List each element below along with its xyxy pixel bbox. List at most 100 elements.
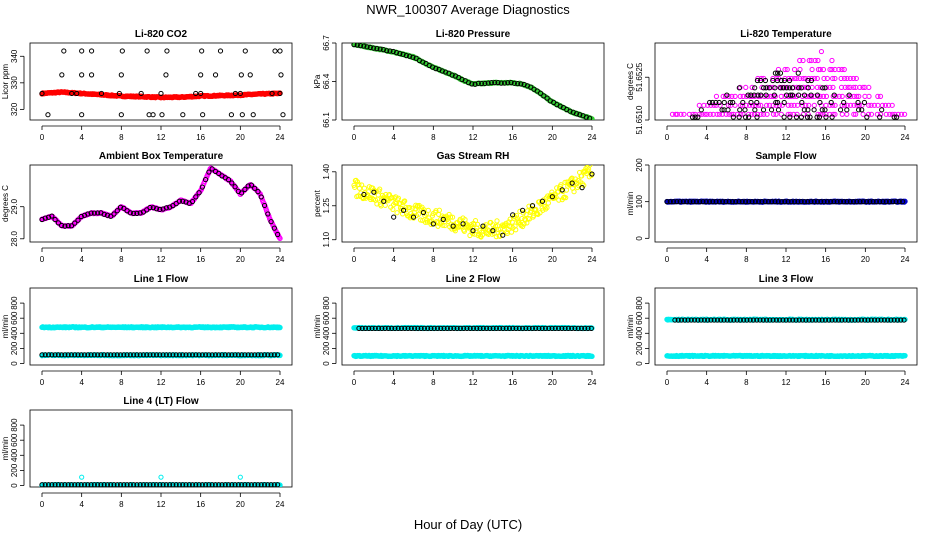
y-axis-label: ml/min xyxy=(313,315,322,339)
x-tick-label: 12 xyxy=(157,133,166,142)
y-tick-label: 1.25 xyxy=(322,197,331,213)
data-point xyxy=(351,43,357,48)
plot-frame xyxy=(341,164,605,243)
data-point xyxy=(691,317,698,323)
data-point xyxy=(573,111,580,117)
x-tick-label: 8 xyxy=(119,500,124,509)
data-point xyxy=(62,352,68,358)
data-point xyxy=(91,210,97,216)
data-point xyxy=(797,75,803,82)
data-point xyxy=(367,44,373,51)
data-point xyxy=(79,72,85,78)
x-tick-label: 4 xyxy=(704,255,709,264)
data-point xyxy=(762,77,769,84)
y-axis-label: ml/min xyxy=(626,315,635,339)
x-tick-label: 8 xyxy=(431,133,436,142)
data-point xyxy=(758,92,764,98)
x-tick-label: 12 xyxy=(469,133,478,142)
data-point xyxy=(261,202,268,209)
data-point xyxy=(750,317,757,323)
data-point xyxy=(737,93,743,99)
data-point xyxy=(814,75,820,82)
data-point xyxy=(713,199,719,205)
data-point xyxy=(258,194,264,200)
data-point xyxy=(533,325,539,331)
data-point xyxy=(841,66,847,73)
data-point xyxy=(730,114,736,120)
data-point xyxy=(820,85,826,91)
data-point xyxy=(830,111,836,117)
data-point xyxy=(163,352,169,358)
data-point xyxy=(841,99,847,106)
data-point xyxy=(242,48,248,54)
data-point xyxy=(451,325,457,331)
data-point xyxy=(733,199,739,205)
data-point xyxy=(711,317,717,323)
data-point xyxy=(209,352,215,358)
x-tick-label: 0 xyxy=(352,378,357,387)
data-point xyxy=(795,199,801,205)
y-axis-label: percent xyxy=(313,189,322,216)
data-point xyxy=(743,102,749,108)
data-point xyxy=(539,325,545,331)
data-point xyxy=(789,92,795,98)
data-point xyxy=(493,325,500,331)
data-point xyxy=(104,352,111,358)
data-point xyxy=(839,111,845,117)
data-point xyxy=(562,325,568,331)
data-point xyxy=(693,199,700,205)
data-point xyxy=(397,51,403,57)
data-point xyxy=(372,325,378,331)
data-point xyxy=(362,325,369,331)
data-point xyxy=(809,66,815,73)
data-point xyxy=(724,317,730,323)
data-point xyxy=(749,199,755,205)
y-tick-label: 600 xyxy=(322,311,331,325)
data-point xyxy=(807,114,813,120)
data-point xyxy=(818,48,825,55)
data-point xyxy=(74,90,80,97)
data-point xyxy=(68,352,75,358)
data-point xyxy=(787,92,794,98)
data-point xyxy=(827,66,833,73)
data-point xyxy=(772,70,778,76)
data-point xyxy=(823,114,829,120)
data-point xyxy=(248,182,255,188)
data-point xyxy=(855,99,861,106)
data-point xyxy=(785,199,791,205)
data-point xyxy=(519,207,526,213)
data-point xyxy=(137,482,143,487)
y-tick-label: 0 xyxy=(635,236,644,241)
data-point xyxy=(95,482,101,487)
data-point xyxy=(52,482,58,487)
data-point xyxy=(391,214,397,220)
data-point xyxy=(42,215,48,221)
data-point xyxy=(183,482,189,487)
data-point xyxy=(724,92,730,98)
data-point xyxy=(389,325,395,331)
data-point xyxy=(674,111,680,117)
data-point xyxy=(445,218,452,225)
data-point xyxy=(526,325,532,331)
data-point xyxy=(706,199,713,205)
data-point xyxy=(176,198,183,204)
data-point xyxy=(403,53,409,59)
data-point xyxy=(801,92,808,98)
x-tick-label: 12 xyxy=(157,378,166,387)
data-point xyxy=(268,219,274,225)
x-tick-label: 24 xyxy=(276,500,285,509)
data-point xyxy=(775,70,781,76)
data-point xyxy=(524,208,531,214)
data-point xyxy=(752,199,758,205)
data-point xyxy=(410,54,416,60)
x-tick-label: 16 xyxy=(196,133,205,142)
data-point xyxy=(52,216,58,223)
x-tick-label: 0 xyxy=(352,133,357,142)
data-point xyxy=(189,198,196,205)
data-point xyxy=(144,48,150,54)
data-point xyxy=(794,111,800,117)
data-point xyxy=(101,352,107,358)
